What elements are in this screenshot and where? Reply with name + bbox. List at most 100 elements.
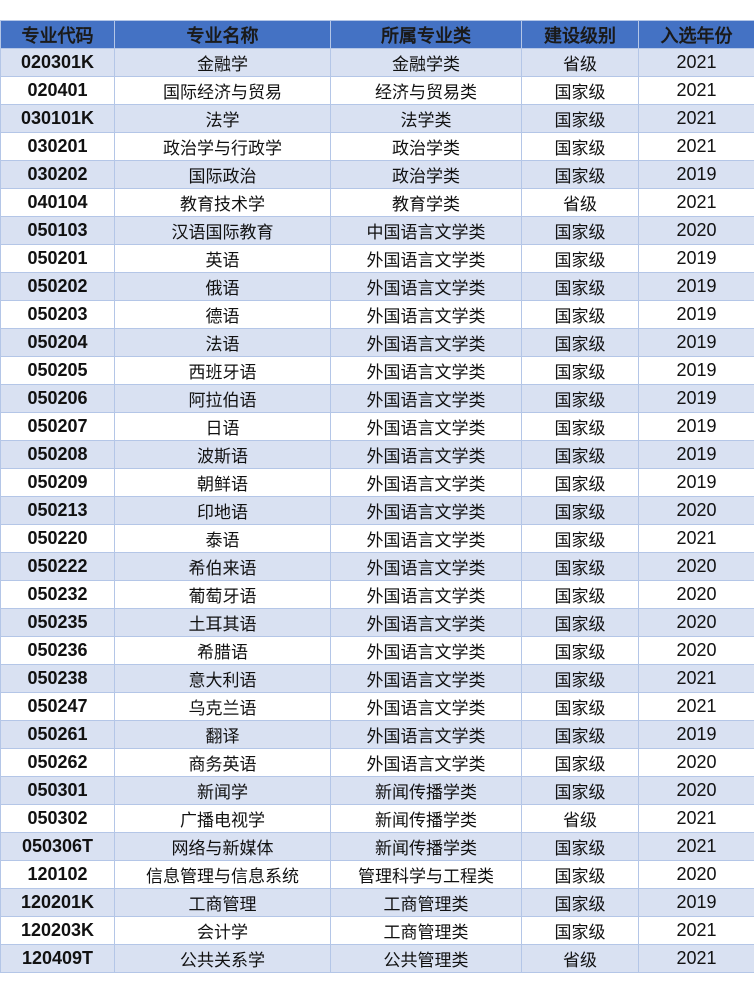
table-row: 030101K 法学 法学类 国家级 2021: [0, 104, 754, 133]
cell-code: 030101K: [0, 104, 115, 133]
cell-level: 国家级: [521, 104, 639, 133]
cell-year: 2021: [638, 664, 754, 693]
cell-code: 050205: [0, 356, 115, 385]
cell-cat: 外国语言文学类: [330, 468, 522, 497]
cell-level: 国家级: [521, 496, 639, 525]
cell-year: 2019: [638, 300, 754, 329]
cell-code: 030201: [0, 132, 115, 161]
cell-cat: 外国语言文学类: [330, 328, 522, 357]
cell-year: 2020: [638, 552, 754, 581]
table-row: 050201 英语 外国语言文学类 国家级 2019: [0, 244, 754, 273]
cell-name: 英语: [114, 244, 331, 273]
cell-name: 意大利语: [114, 664, 331, 693]
cell-name: 翻译: [114, 720, 331, 749]
cell-name: 网络与新媒体: [114, 832, 331, 861]
cell-level: 国家级: [521, 860, 639, 889]
cell-year: 2021: [638, 76, 754, 105]
cell-level: 国家级: [521, 384, 639, 413]
cell-cat: 外国语言文学类: [330, 552, 522, 581]
table-row: 050204 法语 外国语言文学类 国家级 2019: [0, 328, 754, 357]
cell-cat: 管理科学与工程类: [330, 860, 522, 889]
cell-level: 国家级: [521, 468, 639, 497]
cell-level: 国家级: [521, 300, 639, 329]
cell-code: 050262: [0, 748, 115, 777]
cell-code: 050261: [0, 720, 115, 749]
cell-cat: 外国语言文学类: [330, 356, 522, 385]
cell-level: 省级: [521, 188, 639, 217]
column-header: 专业代码: [0, 20, 115, 49]
cell-name: 朝鲜语: [114, 468, 331, 497]
cell-name: 泰语: [114, 524, 331, 553]
cell-level: 国家级: [521, 132, 639, 161]
cell-code: 050220: [0, 524, 115, 553]
table-row: 050202 俄语 外国语言文学类 国家级 2019: [0, 272, 754, 301]
cell-name: 汉语国际教育: [114, 216, 331, 245]
cell-year: 2020: [638, 608, 754, 637]
cell-code: 050201: [0, 244, 115, 273]
cell-code: 050204: [0, 328, 115, 357]
cell-cat: 工商管理类: [330, 888, 522, 917]
cell-year: 2019: [638, 720, 754, 749]
cell-level: 国家级: [521, 356, 639, 385]
cell-level: 国家级: [521, 440, 639, 469]
cell-cat: 中国语言文学类: [330, 216, 522, 245]
cell-name: 西班牙语: [114, 356, 331, 385]
cell-name: 俄语: [114, 272, 331, 301]
cell-name: 教育技术学: [114, 188, 331, 217]
cell-name: 商务英语: [114, 748, 331, 777]
column-header: 建设级别: [521, 20, 639, 49]
table-row: 050238 意大利语 外国语言文学类 国家级 2021: [0, 664, 754, 693]
cell-name: 金融学: [114, 48, 331, 77]
cell-cat: 金融学类: [330, 48, 522, 77]
cell-year: 2021: [638, 916, 754, 945]
cell-name: 国际政治: [114, 160, 331, 189]
cell-code: 050232: [0, 580, 115, 609]
cell-cat: 公共管理类: [330, 944, 522, 973]
table-row: 050222 希伯来语 外国语言文学类 国家级 2020: [0, 552, 754, 581]
header-row: 专业代码 专业名称 所属专业类 建设级别 入选年份: [0, 20, 754, 49]
cell-code: 050213: [0, 496, 115, 525]
table-row: 050205 西班牙语 外国语言文学类 国家级 2019: [0, 356, 754, 385]
cell-level: 国家级: [521, 720, 639, 749]
table-row: 050208 波斯语 外国语言文学类 国家级 2019: [0, 440, 754, 469]
table-row: 030202 国际政治 政治学类 国家级 2019: [0, 160, 754, 189]
cell-level: 国家级: [521, 160, 639, 189]
cell-cat: 经济与贸易类: [330, 76, 522, 105]
cell-code: 120201K: [0, 888, 115, 917]
cell-code: 050103: [0, 216, 115, 245]
cell-name: 阿拉伯语: [114, 384, 331, 413]
cell-level: 国家级: [521, 776, 639, 805]
cell-level: 国家级: [521, 916, 639, 945]
cell-level: 省级: [521, 944, 639, 973]
table-row: 050302 广播电视学 新闻传播学类 省级 2021: [0, 804, 754, 833]
cell-name: 波斯语: [114, 440, 331, 469]
cell-name: 会计学: [114, 916, 331, 945]
cell-year: 2021: [638, 692, 754, 721]
cell-name: 日语: [114, 412, 331, 441]
cell-name: 工商管理: [114, 888, 331, 917]
cell-cat: 教育学类: [330, 188, 522, 217]
cell-cat: 外国语言文学类: [330, 412, 522, 441]
cell-code: 050301: [0, 776, 115, 805]
table-row: 050232 葡萄牙语 外国语言文学类 国家级 2020: [0, 580, 754, 609]
cell-cat: 政治学类: [330, 160, 522, 189]
column-header: 入选年份: [638, 20, 754, 49]
cell-code: 120409T: [0, 944, 115, 973]
cell-year: 2019: [638, 888, 754, 917]
cell-cat: 外国语言文学类: [330, 692, 522, 721]
cell-year: 2019: [638, 384, 754, 413]
cell-year: 2020: [638, 748, 754, 777]
table-row: 050301 新闻学 新闻传播学类 国家级 2020: [0, 776, 754, 805]
table-row: 050207 日语 外国语言文学类 国家级 2019: [0, 412, 754, 441]
table-row: 050220 泰语 外国语言文学类 国家级 2021: [0, 524, 754, 553]
cell-code: 050208: [0, 440, 115, 469]
cell-year: 2020: [638, 580, 754, 609]
cell-cat: 外国语言文学类: [330, 524, 522, 553]
cell-cat: 法学类: [330, 104, 522, 133]
cell-code: 050203: [0, 300, 115, 329]
cell-level: 国家级: [521, 580, 639, 609]
cell-code: 050306T: [0, 832, 115, 861]
table-row: 040104 教育技术学 教育学类 省级 2021: [0, 188, 754, 217]
cell-level: 国家级: [521, 244, 639, 273]
cell-year: 2021: [638, 188, 754, 217]
